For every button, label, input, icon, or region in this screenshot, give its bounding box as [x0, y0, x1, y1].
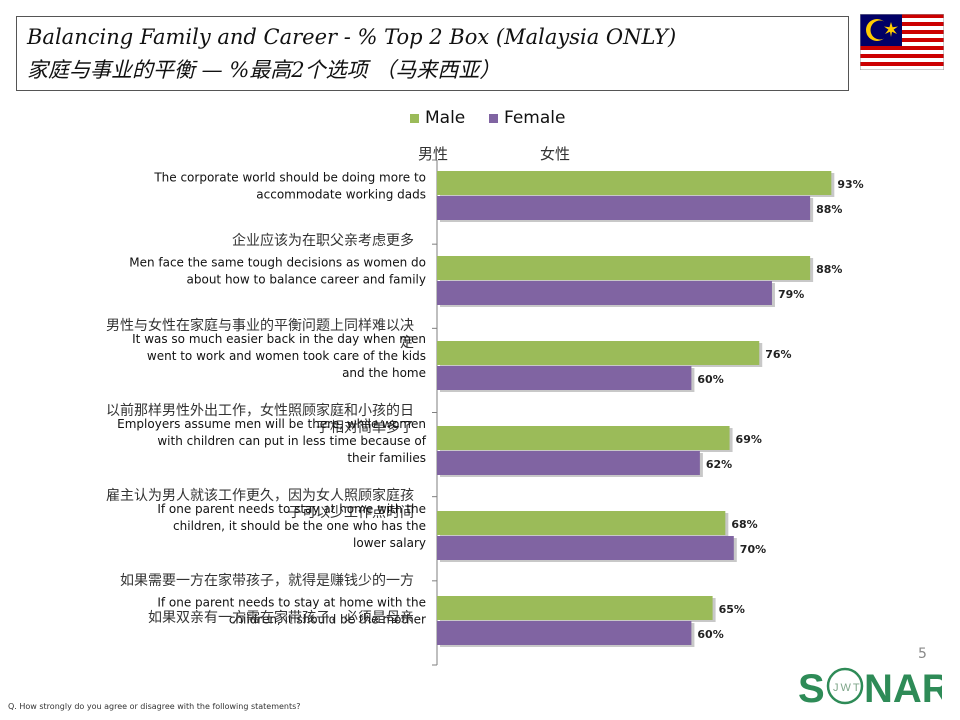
category-label-cn: 男性与女性在家庭与事业的平衡问题上同样难以决	[106, 317, 414, 334]
legend-label-male-cn: 男性	[418, 145, 449, 163]
category-label: their families	[347, 451, 426, 465]
bar-shadow	[440, 198, 814, 222]
question-footnote: Q. How strongly do you agree or disagree…	[8, 702, 301, 711]
category-label: and the home	[342, 366, 426, 380]
bar-female	[437, 451, 700, 475]
category-label-cn: 如果双亲有一方需在家带孩子，必须是母亲	[148, 609, 414, 626]
category-label: Men face the same tough decisions as wom…	[129, 256, 426, 270]
category-label-cn: 子相对简单多了	[316, 419, 414, 436]
flag-star	[884, 22, 898, 37]
category-label: accommodate working dads	[256, 188, 426, 202]
category-label: Employers assume men will be there, whil…	[117, 417, 426, 431]
bar-female	[437, 196, 811, 220]
category-label: children, it should be the mother	[229, 613, 426, 627]
bar-shadow	[440, 538, 737, 562]
category-label: It was so much easier back in the day wh…	[132, 332, 426, 346]
category-label-cn: 企业应该为在职父亲考虑更多	[232, 232, 414, 249]
data-label: 60%	[697, 628, 723, 641]
svg-text:NAR: NAR	[864, 667, 942, 708]
legend-label-male: Male	[425, 108, 466, 128]
category-label: children, it should be the one who has t…	[173, 519, 426, 533]
bar-shadow	[440, 343, 763, 367]
bar-shadow	[440, 428, 733, 452]
data-label: 69%	[736, 433, 762, 446]
category-label-cn: 子可以少工作点时间	[288, 505, 414, 521]
bar-shadow	[440, 513, 729, 537]
bar-shadow	[440, 258, 814, 282]
bar-male	[437, 341, 760, 365]
legend-item-male: Male	[410, 108, 465, 128]
bar-shadow	[440, 453, 703, 477]
title-english: Balancing Family and Career - % Top 2 Bo…	[27, 25, 677, 49]
data-label: 62%	[706, 458, 732, 471]
data-label: 65%	[719, 603, 745, 616]
bar-male	[437, 596, 713, 620]
bar-male	[437, 256, 811, 280]
bar-male	[437, 511, 726, 535]
page-number: 5	[918, 646, 927, 662]
category-label: with children can put in less time becau…	[157, 434, 426, 448]
bar-shadow	[440, 623, 695, 647]
category-label-cn: 如果需要一方在家带孩子，就得是赚钱少的一方	[120, 572, 414, 589]
bar-shadow	[440, 173, 835, 197]
title-chinese: 家庭与事业的平衡 — %最高2个选项 （马来西亚）	[27, 58, 501, 82]
category-label-cn: 以前那样男性外出工作，女性照顾家庭和小孩的日	[106, 402, 414, 419]
category-label: If one parent needs to stay at home with…	[157, 596, 426, 610]
bar-shadow	[440, 598, 716, 622]
svg-text:S: S	[798, 667, 825, 708]
bar-female	[437, 366, 692, 390]
legend-label-female-cn: 女性	[540, 145, 571, 163]
data-label: 70%	[740, 543, 766, 556]
data-label: 68%	[731, 518, 757, 531]
legend-item-female: Female	[489, 108, 565, 128]
data-label: 60%	[697, 373, 723, 386]
legend-swatch-male	[410, 113, 419, 123]
category-label: The corporate world should be doing more…	[153, 171, 426, 185]
category-label-cn: 雇主认为男人就该工作更久，因为女人照顾家庭孩	[106, 487, 414, 504]
legend-swatch-female	[489, 113, 498, 123]
title-box: Balancing Family and Career - % Top 2 Bo…	[16, 16, 849, 91]
bar-male	[437, 171, 832, 195]
category-label: If one parent needs to stay at home with…	[157, 502, 426, 516]
category-label-cn: 定	[400, 335, 414, 351]
bar-male	[437, 426, 730, 450]
data-label: 88%	[816, 203, 842, 216]
bar-female	[437, 621, 692, 645]
bar-female	[437, 281, 772, 305]
data-label: 88%	[816, 263, 842, 276]
sonar-jwt-logo: S JWT NAR	[798, 667, 942, 708]
category-label: about how to balance career and family	[187, 273, 427, 287]
malaysia-flag-icon	[860, 14, 944, 70]
bar-shadow	[440, 283, 775, 307]
data-label: 79%	[778, 288, 804, 301]
data-label: 93%	[837, 178, 863, 191]
category-label: lower salary	[353, 536, 426, 550]
svg-text:JWT: JWT	[833, 682, 862, 694]
category-label: went to work and women took care of the …	[147, 349, 426, 363]
data-label: 76%	[765, 348, 791, 361]
legend-label-female: Female	[504, 108, 566, 128]
bar-female	[437, 536, 734, 560]
bar-shadow	[440, 368, 695, 392]
